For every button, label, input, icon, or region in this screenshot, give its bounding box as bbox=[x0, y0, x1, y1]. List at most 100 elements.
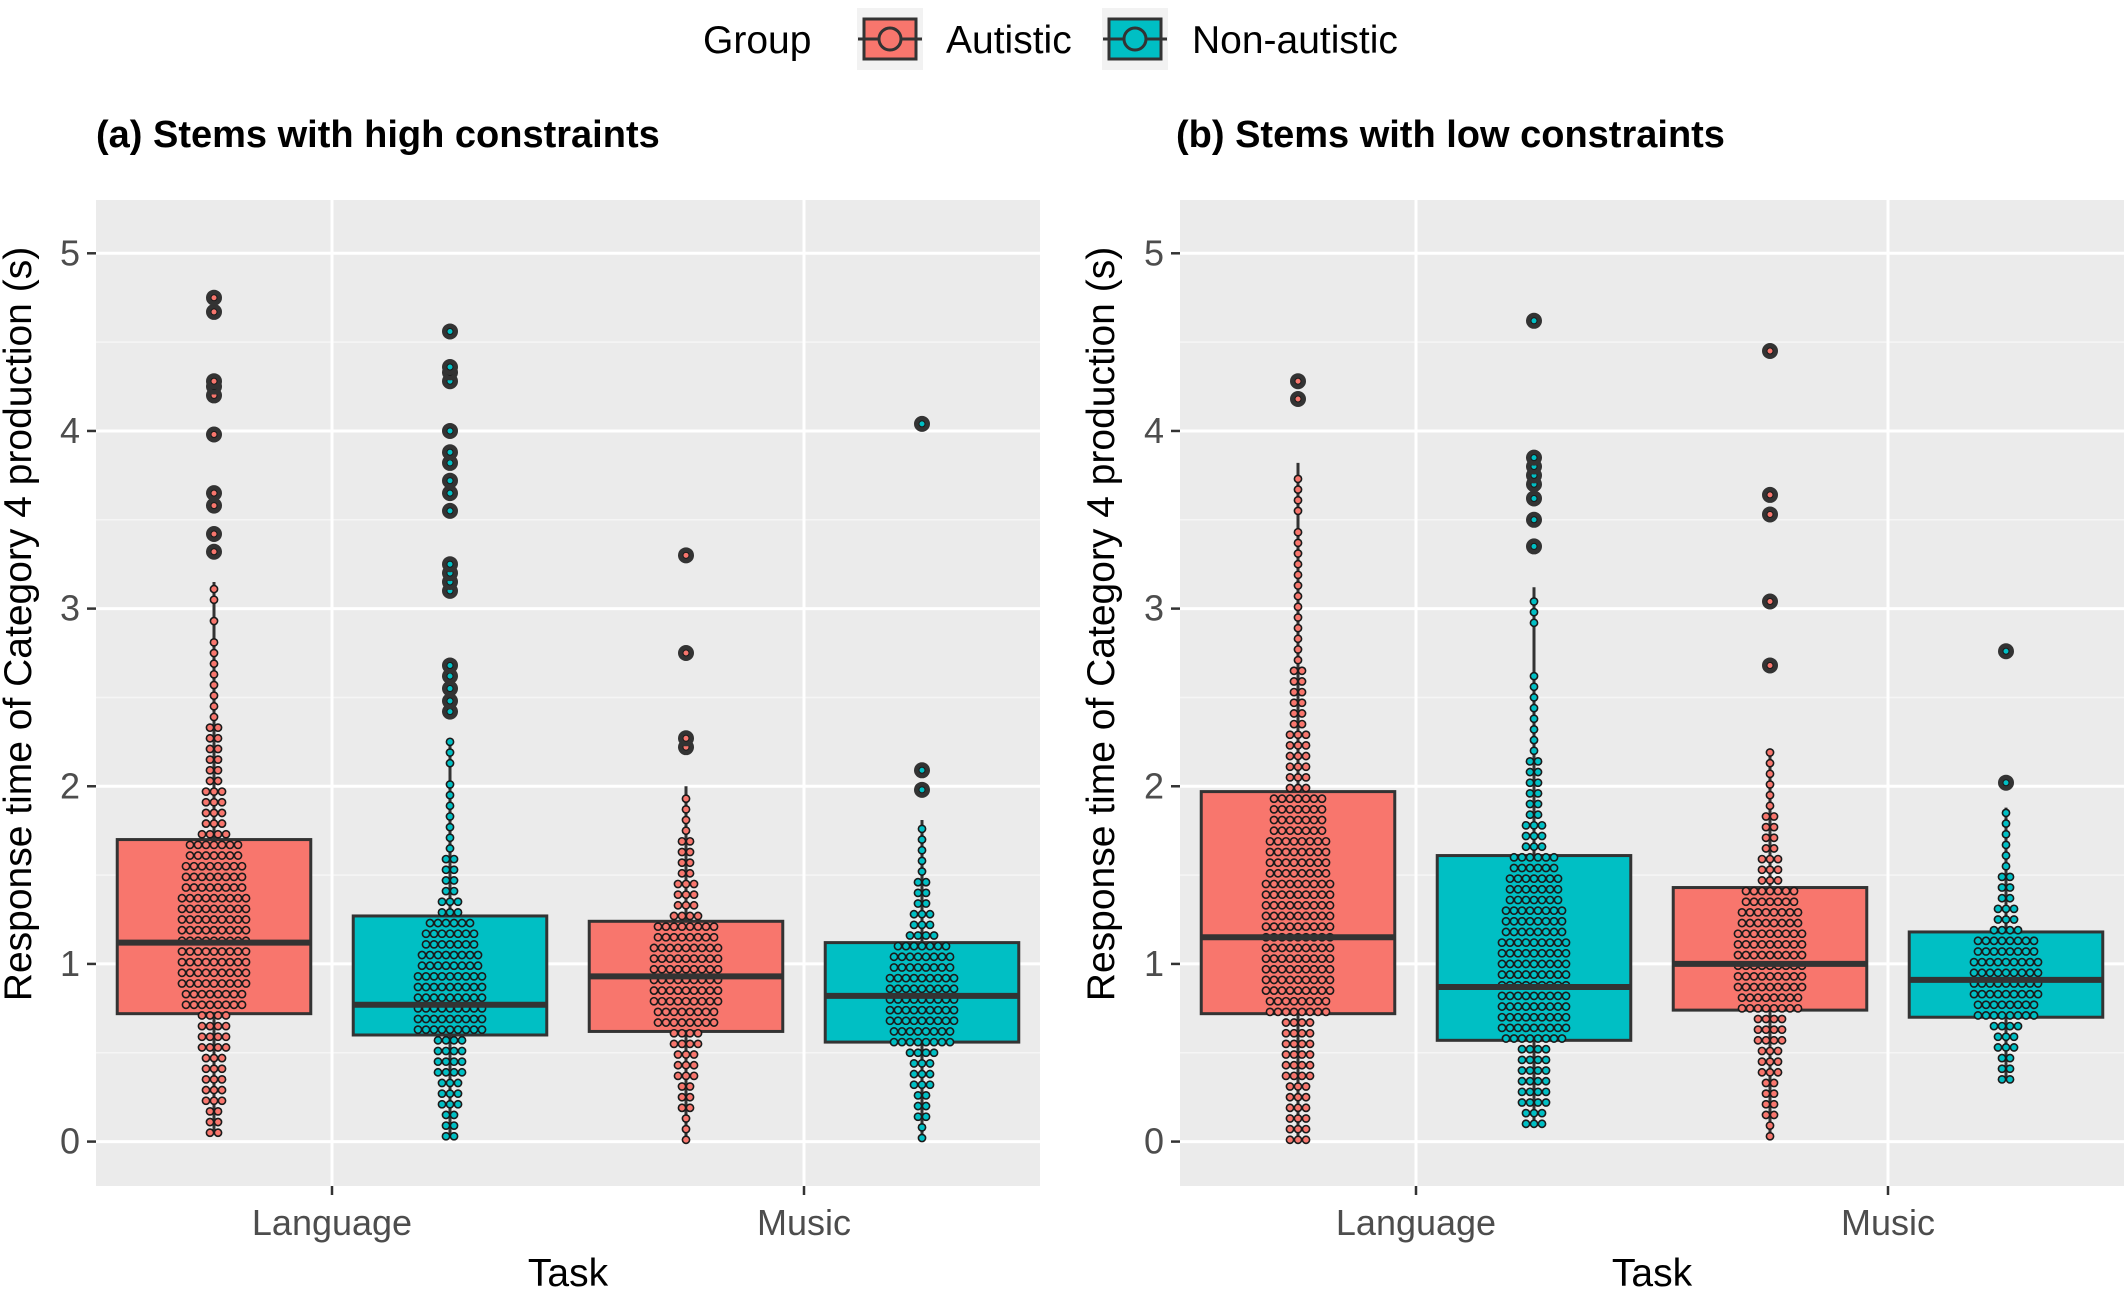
data-dot bbox=[689, 900, 699, 910]
data-dot bbox=[657, 964, 667, 974]
outlier-inner-dot bbox=[2002, 779, 2010, 787]
data-dot bbox=[709, 932, 719, 942]
data-dot bbox=[1289, 1071, 1299, 1081]
data-dot bbox=[185, 893, 195, 903]
data-dot bbox=[1289, 858, 1299, 868]
y-tick-label: 4 bbox=[60, 410, 80, 451]
data-dot bbox=[429, 971, 439, 981]
y-tick-label: 5 bbox=[1144, 232, 1164, 273]
data-dot bbox=[1289, 996, 1299, 1006]
data-dot bbox=[885, 984, 895, 994]
data-dot bbox=[437, 929, 447, 939]
data-dot bbox=[241, 925, 251, 935]
data-dot bbox=[1285, 1114, 1295, 1123]
data-dot bbox=[469, 971, 479, 981]
data-dot bbox=[1525, 1076, 1535, 1086]
data-dot bbox=[901, 1016, 911, 1026]
data-dot bbox=[949, 984, 959, 994]
data-dot bbox=[1321, 847, 1331, 857]
data-dot bbox=[2001, 861, 2011, 871]
data-dot bbox=[209, 691, 219, 701]
data-dot bbox=[437, 897, 447, 907]
data-dot bbox=[1993, 989, 2003, 999]
data-dot bbox=[681, 964, 691, 974]
data-dot bbox=[221, 989, 231, 999]
data-dot bbox=[205, 744, 215, 754]
data-dot bbox=[1261, 986, 1271, 995]
data-dot bbox=[1297, 698, 1307, 708]
data-dot bbox=[225, 893, 235, 903]
data-dot bbox=[421, 929, 431, 939]
data-dot bbox=[445, 939, 455, 949]
outlier-inner-dot bbox=[210, 377, 218, 385]
data-dot bbox=[1533, 852, 1543, 862]
data-dot bbox=[445, 1089, 455, 1099]
outlier-inner-dot bbox=[210, 294, 218, 302]
data-dot bbox=[1797, 939, 1807, 949]
data-dot bbox=[905, 963, 915, 972]
data-dot bbox=[1545, 991, 1555, 1001]
data-dot bbox=[1777, 1014, 1787, 1024]
data-dot bbox=[653, 1018, 663, 1027]
data-dot bbox=[1265, 996, 1275, 1006]
data-dot bbox=[213, 1117, 223, 1127]
data-dot bbox=[1993, 1032, 2003, 1042]
data-dot bbox=[893, 941, 903, 951]
data-dot bbox=[1793, 918, 1803, 928]
data-dot bbox=[1269, 975, 1279, 985]
data-dot bbox=[1533, 1044, 1543, 1054]
data-dot bbox=[201, 925, 211, 935]
data-dot bbox=[681, 794, 691, 804]
data-dot bbox=[913, 1101, 923, 1111]
data-dot bbox=[1497, 1023, 1507, 1033]
data-dot bbox=[677, 868, 687, 878]
data-dot bbox=[2005, 1053, 2015, 1063]
data-dot bbox=[201, 819, 211, 828]
data-dot bbox=[457, 1035, 467, 1045]
data-dot bbox=[1973, 1000, 1983, 1010]
data-dot bbox=[1765, 971, 1775, 981]
data-dot bbox=[1305, 1018, 1315, 1027]
data-dot bbox=[709, 922, 719, 932]
data-dot bbox=[193, 979, 203, 988]
data-dot bbox=[677, 847, 687, 857]
data-dot bbox=[197, 883, 207, 892]
data-dot bbox=[209, 979, 219, 988]
data-dot bbox=[1317, 794, 1327, 804]
data-dot bbox=[1313, 996, 1323, 1006]
data-dot bbox=[1773, 929, 1783, 939]
outlier-inner-dot bbox=[1766, 491, 1774, 499]
data-dot bbox=[205, 829, 215, 839]
data-dot bbox=[917, 941, 927, 951]
data-dot bbox=[1765, 748, 1775, 757]
data-dot bbox=[225, 957, 235, 967]
data-dot bbox=[421, 971, 431, 981]
data-dot bbox=[1997, 1064, 2007, 1074]
data-dot bbox=[1797, 950, 1807, 960]
data-dot bbox=[1289, 719, 1299, 729]
data-dot bbox=[441, 1035, 451, 1045]
box-music-autistic bbox=[1671, 343, 1869, 1141]
data-dot bbox=[1281, 1050, 1291, 1059]
data-dot bbox=[913, 931, 923, 940]
data-dot bbox=[909, 909, 919, 919]
data-dot bbox=[2005, 1021, 2015, 1031]
data-dot bbox=[1761, 1025, 1771, 1035]
data-dot bbox=[1281, 847, 1291, 857]
data-dot bbox=[445, 780, 455, 789]
data-dot bbox=[221, 1021, 231, 1031]
data-dot bbox=[209, 968, 219, 978]
data-dot bbox=[469, 939, 479, 949]
data-dot bbox=[1529, 597, 1539, 606]
data-dot bbox=[2005, 936, 2015, 946]
data-dot bbox=[477, 993, 487, 1003]
data-dot bbox=[213, 1106, 223, 1116]
data-dot bbox=[1301, 911, 1311, 921]
data-dot bbox=[1321, 996, 1331, 1006]
data-dot bbox=[1741, 982, 1751, 992]
data-dot bbox=[889, 963, 899, 972]
data-dot bbox=[673, 879, 683, 889]
data-dot bbox=[1989, 1000, 1999, 1010]
data-dot bbox=[2009, 957, 2019, 967]
data-dot bbox=[453, 1099, 463, 1109]
